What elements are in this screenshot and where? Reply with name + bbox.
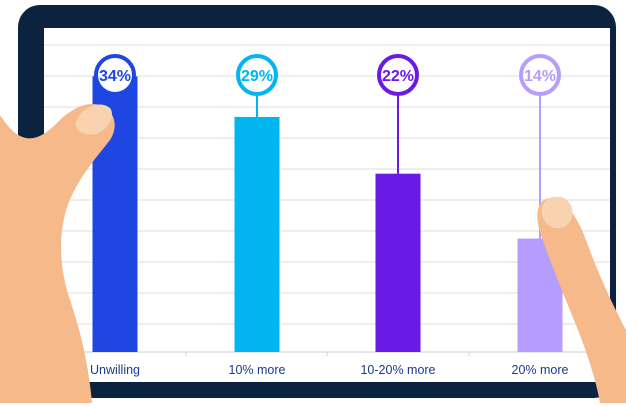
data-label: 29%: [241, 68, 273, 85]
value-marker: [236, 54, 278, 96]
value-marker: [519, 54, 561, 96]
bar: [375, 173, 421, 352]
x-tick-label: 10% more: [229, 363, 286, 377]
bar: [234, 116, 280, 353]
right-hand: [537, 198, 626, 403]
right-fingernail: [541, 196, 573, 229]
x-tick-label: 10-20% more: [360, 363, 435, 377]
data-label: 22%: [382, 68, 414, 85]
gridlines: [44, 44, 610, 356]
data-label: 34%: [99, 68, 131, 85]
x-axis-labels: Unwilling 10% more 10-20% more 20% more: [90, 363, 569, 377]
x-tick-label: 20% more: [512, 363, 569, 377]
x-tick-label: Unwilling: [90, 363, 140, 377]
value-marker: [377, 54, 419, 96]
left-hand-illustration: [0, 103, 115, 404]
value-marker: [94, 54, 136, 96]
right-hand-illustration: [537, 196, 626, 403]
left-thumbnail: [75, 104, 113, 135]
data-label: 14%: [524, 68, 556, 85]
markers-group: 34% 29% 22% 14%: [94, 54, 561, 239]
bars-group: [92, 76, 563, 353]
left-hand: [0, 103, 115, 404]
tablet-screen: [44, 28, 610, 382]
